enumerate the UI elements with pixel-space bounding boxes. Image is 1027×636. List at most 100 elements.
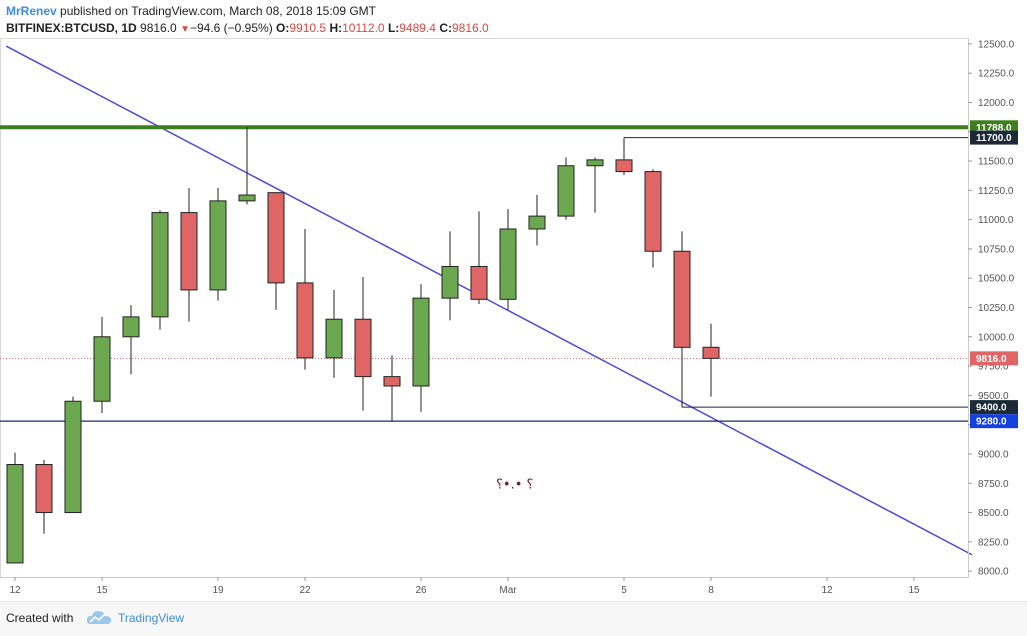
candle[interactable] [470, 211, 488, 304]
y-tick-label: 8500.0 [978, 508, 1009, 519]
last-price-value: 9816.0 [140, 21, 177, 35]
down-arrow-icon: ▼ [180, 24, 190, 35]
created-with-text: Created with [6, 611, 74, 625]
candle[interactable] [557, 157, 575, 220]
candlestick-chart[interactable]: ؟ •.•؟ 8000.08250.08500.08750.09000.0925… [0, 0, 1027, 600]
x-tick-label: 8 [708, 585, 714, 596]
resistance-price-tag-label: 11788.0 [976, 123, 1012, 134]
trendline[interactable] [5, 45, 973, 556]
y-tick-label: 12250.0 [978, 69, 1015, 80]
candle-body [644, 171, 662, 252]
low-ray-price-tag-label: 9400.0 [976, 403, 1007, 414]
candle-body [93, 336, 111, 402]
candle[interactable] [615, 137, 633, 176]
candle[interactable] [6, 452, 24, 564]
y-tick-label: 8000.0 [978, 567, 1009, 578]
footer: Created with TradingView [0, 601, 1027, 636]
symbol-label[interactable]: BITFINEX:BTCUSD, 1D [6, 21, 137, 35]
candle[interactable] [325, 289, 343, 378]
candle[interactable] [93, 316, 111, 413]
candle[interactable] [673, 231, 691, 408]
candle[interactable] [702, 323, 720, 397]
y-tick-label: 9500.0 [978, 391, 1009, 402]
candle[interactable] [383, 355, 401, 422]
candle-body [122, 316, 140, 338]
candle-body [383, 376, 401, 387]
candle-body [412, 297, 430, 387]
high-ray-price-tag-label: 11700.0 [976, 133, 1012, 144]
y-tick-label: 9000.0 [978, 449, 1009, 460]
y-tick-label: 10250.0 [978, 303, 1015, 314]
chart-header: MrRenev published on TradingView.com, Ma… [6, 3, 1027, 39]
candle[interactable] [441, 231, 459, 321]
candle[interactable] [644, 169, 662, 268]
y-tick-label: 8750.0 [978, 479, 1009, 490]
support-price-tag[interactable] [970, 414, 1018, 429]
candle-body [296, 282, 314, 359]
y-tick-label: 10750.0 [978, 244, 1015, 255]
last-price-price-tag[interactable] [970, 351, 1018, 366]
candle-body [238, 194, 256, 202]
x-tick-label: 22 [299, 585, 311, 596]
candle[interactable] [586, 157, 604, 213]
candle-body [586, 159, 604, 167]
candle-body [499, 228, 517, 300]
low-value: 9489.4 [399, 21, 436, 35]
open-value: 9910.5 [289, 21, 327, 35]
x-tick-label: 12 [9, 585, 21, 596]
candle-body [615, 159, 633, 173]
candle[interactable] [122, 305, 140, 375]
low-ray-price-tag[interactable] [970, 400, 1018, 415]
candle-body [557, 165, 575, 217]
candle-body [470, 265, 488, 300]
published-text: published on TradingView.com, March 08, … [60, 4, 376, 18]
change-value: −94.6 (−0.95%) [189, 21, 273, 35]
time-axis[interactable]: 12 15 19 22 26 Mar 5 8 12 15 [0, 577, 968, 596]
y-tick-label: 12500.0 [978, 39, 1015, 50]
y-tick-label: 12000.0 [978, 98, 1015, 109]
high-value: 10112.0 [342, 21, 385, 35]
close-value: 9816.0 [452, 21, 489, 35]
candle[interactable] [64, 396, 82, 514]
y-tick-label: 10500.0 [978, 274, 1015, 285]
last-price-price-tag-label: 9816.0 [976, 354, 1007, 365]
candle[interactable] [35, 459, 53, 534]
candle[interactable] [180, 187, 198, 322]
close-label: C: [439, 21, 452, 35]
candle[interactable] [412, 284, 430, 412]
candle-body [180, 212, 198, 291]
tradingview-cloud-icon[interactable] [86, 609, 112, 627]
publish-line: MrRenev published on TradingView.com, Ma… [6, 3, 1027, 20]
candle[interactable] [238, 127, 256, 205]
candle-body [325, 318, 343, 359]
y-tick-label: 8250.0 [978, 537, 1009, 548]
candle[interactable] [296, 228, 314, 370]
candle[interactable] [354, 277, 372, 411]
y-tick-label: 11500.0 [978, 157, 1014, 168]
candle[interactable] [209, 187, 227, 301]
y-tick-label: 11250.0 [978, 186, 1014, 197]
high-label: H: [329, 21, 343, 35]
y-tick-label: 9750.0 [978, 362, 1009, 373]
candle-body [35, 464, 53, 514]
plot-area[interactable]: ؟ •.•؟ [0, 38, 973, 578]
candle-body [354, 318, 372, 378]
candle[interactable] [528, 195, 546, 246]
ohlc-line: BITFINEX:BTCUSD, 1D 9816.0 ▼−94.6 (−0.95… [6, 20, 1027, 37]
candle[interactable] [267, 192, 285, 310]
high-ray-price-tag[interactable] [970, 130, 1018, 145]
support-price-tag-label: 9280.0 [976, 417, 1007, 428]
candle-body [441, 265, 459, 299]
candle[interactable] [499, 209, 517, 310]
tradingview-brand-link[interactable]: TradingView [118, 611, 185, 625]
candle-body [528, 215, 546, 230]
candle-body [673, 250, 691, 348]
candle-body [267, 192, 285, 284]
author-link[interactable]: MrRenev [6, 4, 57, 18]
low-label: L: [387, 21, 400, 35]
x-tick-label: 15 [96, 585, 108, 596]
candle[interactable] [151, 210, 169, 330]
chart-annotation[interactable]: ؟ •.•؟ [496, 477, 533, 492]
x-tick-label: 19 [212, 585, 224, 596]
price-axis[interactable]: 8000.08250.08500.08750.09000.09250.09500… [968, 38, 1018, 578]
